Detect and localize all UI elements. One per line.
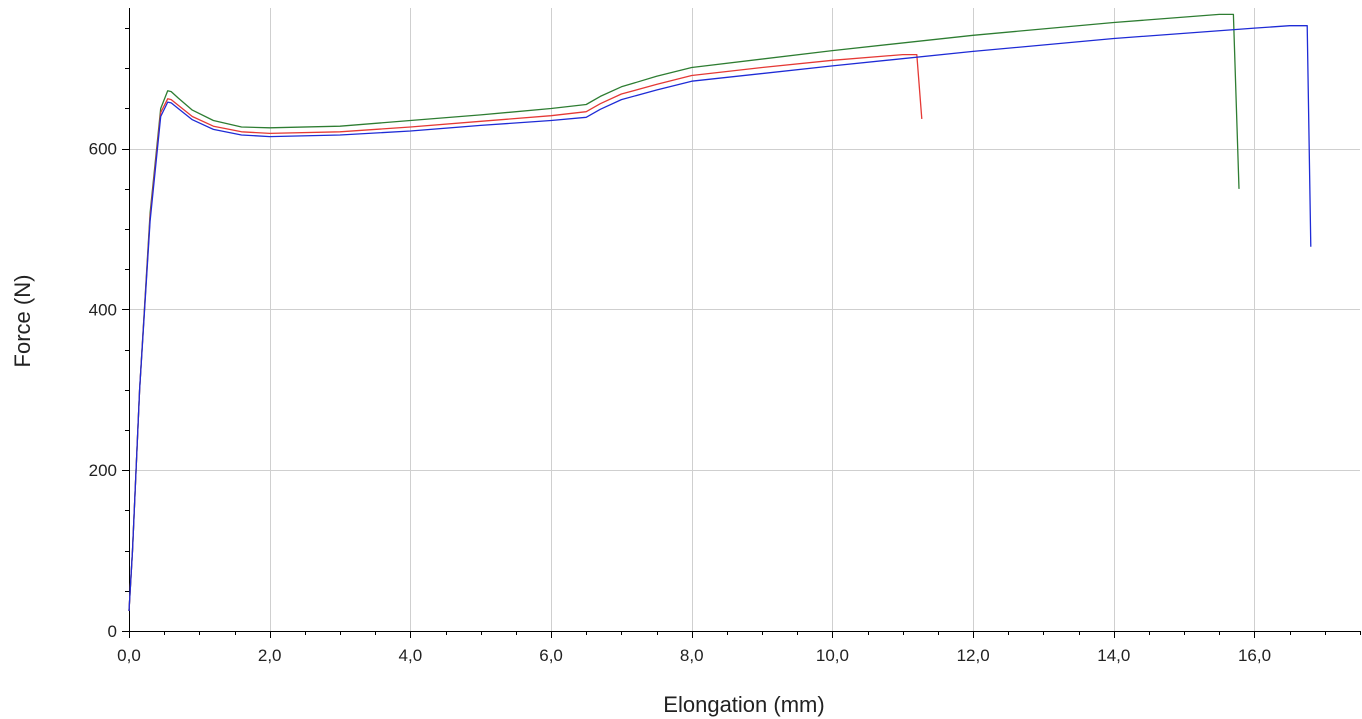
x-tick-label: 4,0 — [399, 646, 423, 665]
x-tick-label: 16,0 — [1238, 646, 1271, 665]
x-tick-label: 10,0 — [816, 646, 849, 665]
x-tick-label: 14,0 — [1097, 646, 1130, 665]
x-tick-label: 0,0 — [117, 646, 141, 665]
x-axis-title: Elongation (mm) — [663, 692, 824, 717]
y-tick-label: 400 — [89, 300, 117, 319]
x-tick-label: 2,0 — [258, 646, 282, 665]
tick-labels: 0,0 2,0 4,0 6,0 8,0 10,0 12,0 14,0 16,0 0 200 400 60… — [89, 140, 1271, 665]
y-tick-label: 0 — [108, 622, 117, 641]
y-tick-label: 200 — [89, 461, 117, 480]
x-tick-label: 12,0 — [957, 646, 990, 665]
x-tick-label: 8,0 — [680, 646, 704, 665]
grid-lines — [129, 8, 1360, 631]
series-line-2 — [128, 53, 923, 611]
y-axis-title: Force (N) — [10, 275, 35, 368]
series-lines — [128, 13, 1312, 611]
axes — [122, 8, 1361, 638]
series-line-3 — [128, 25, 1312, 611]
x-tick-label: 6,0 — [539, 646, 563, 665]
series-line-1 — [128, 13, 1240, 611]
y-tick-label: 600 — [89, 140, 117, 159]
